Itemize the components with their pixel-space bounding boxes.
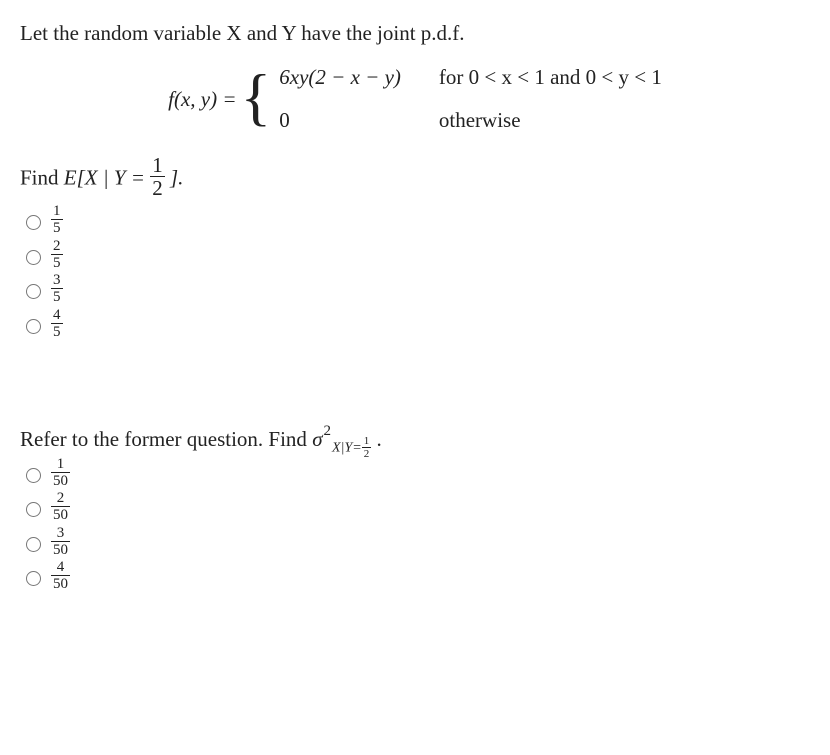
radio-icon	[26, 319, 41, 334]
q1-option-0-frac: 1 5	[51, 204, 63, 237]
radio-icon	[26, 250, 41, 265]
q2-sigma-expr: σ 2 X|Y=12	[312, 424, 371, 454]
q1-option-2[interactable]: 3 5	[26, 275, 810, 308]
q1-case2-expr: 0	[279, 105, 401, 135]
q2-exp2: 2	[324, 421, 332, 443]
q1-formula: f(x, y) = { 6xy(2 − x − y) for 0 < x < 1…	[20, 62, 810, 135]
q2-option-0[interactable]: 1 50	[26, 459, 810, 492]
q2-period: .	[376, 427, 381, 451]
q1-option-3[interactable]: 4 5	[26, 310, 810, 343]
q1-find-pre: Find	[20, 166, 64, 190]
spacer	[20, 344, 810, 424]
q1-find-frac: 1 2	[150, 155, 165, 200]
q2-lead-line: Refer to the former question. Find σ 2 X…	[20, 424, 810, 454]
q1-lead: Let the random variable X and Y have the…	[20, 18, 810, 48]
q2-sub: X|Y=12	[332, 436, 371, 460]
q2-lead: Refer to the former question. Find	[20, 427, 312, 451]
radio-icon	[26, 571, 41, 586]
q1-option-2-frac: 3 5	[51, 273, 63, 306]
q1-case2-cond: otherwise	[439, 105, 662, 135]
q1-find-rhs: ].	[170, 166, 183, 190]
q1-option-1[interactable]: 2 5	[26, 241, 810, 274]
radio-icon	[26, 537, 41, 552]
q1-case1-expr: 6xy(2 − x − y)	[279, 62, 401, 92]
radio-icon	[26, 284, 41, 299]
q2-option-2[interactable]: 3 50	[26, 528, 810, 561]
brace-icon: {	[241, 71, 272, 123]
q1-case1-cond: for 0 < x < 1 and 0 < y < 1	[439, 62, 662, 92]
q1-option-3-frac: 4 5	[51, 308, 63, 341]
q2-option-1[interactable]: 2 50	[26, 493, 810, 526]
q1-option-0[interactable]: 1 5	[26, 206, 810, 239]
q1-options: 1 5 2 5 3 5 4 5	[26, 206, 810, 342]
q1-lhs: f(x, y) =	[168, 84, 236, 114]
question-1: Let the random variable X and Y have the…	[20, 18, 810, 342]
q2-option-1-frac: 2 50	[51, 491, 70, 524]
radio-icon	[26, 502, 41, 517]
q1-find: Find E[X | Y = 1 2 ].	[20, 157, 810, 202]
question-2: Refer to the former question. Find σ 2 X…	[20, 424, 810, 594]
q1-find-lhs: E[X | Y =	[64, 166, 150, 190]
q1-cases: 6xy(2 − x − y) for 0 < x < 1 and 0 < y <…	[279, 62, 662, 135]
radio-icon	[26, 468, 41, 483]
q1-option-1-frac: 2 5	[51, 239, 63, 272]
q2-option-3[interactable]: 4 50	[26, 562, 810, 595]
q2-option-2-frac: 3 50	[51, 526, 70, 559]
q2-options: 1 50 2 50 3 50 4 50	[26, 459, 810, 595]
q2-option-0-frac: 1 50	[51, 457, 70, 490]
sigma-icon: σ	[312, 424, 322, 454]
q2-option-3-frac: 4 50	[51, 560, 70, 593]
radio-icon	[26, 215, 41, 230]
